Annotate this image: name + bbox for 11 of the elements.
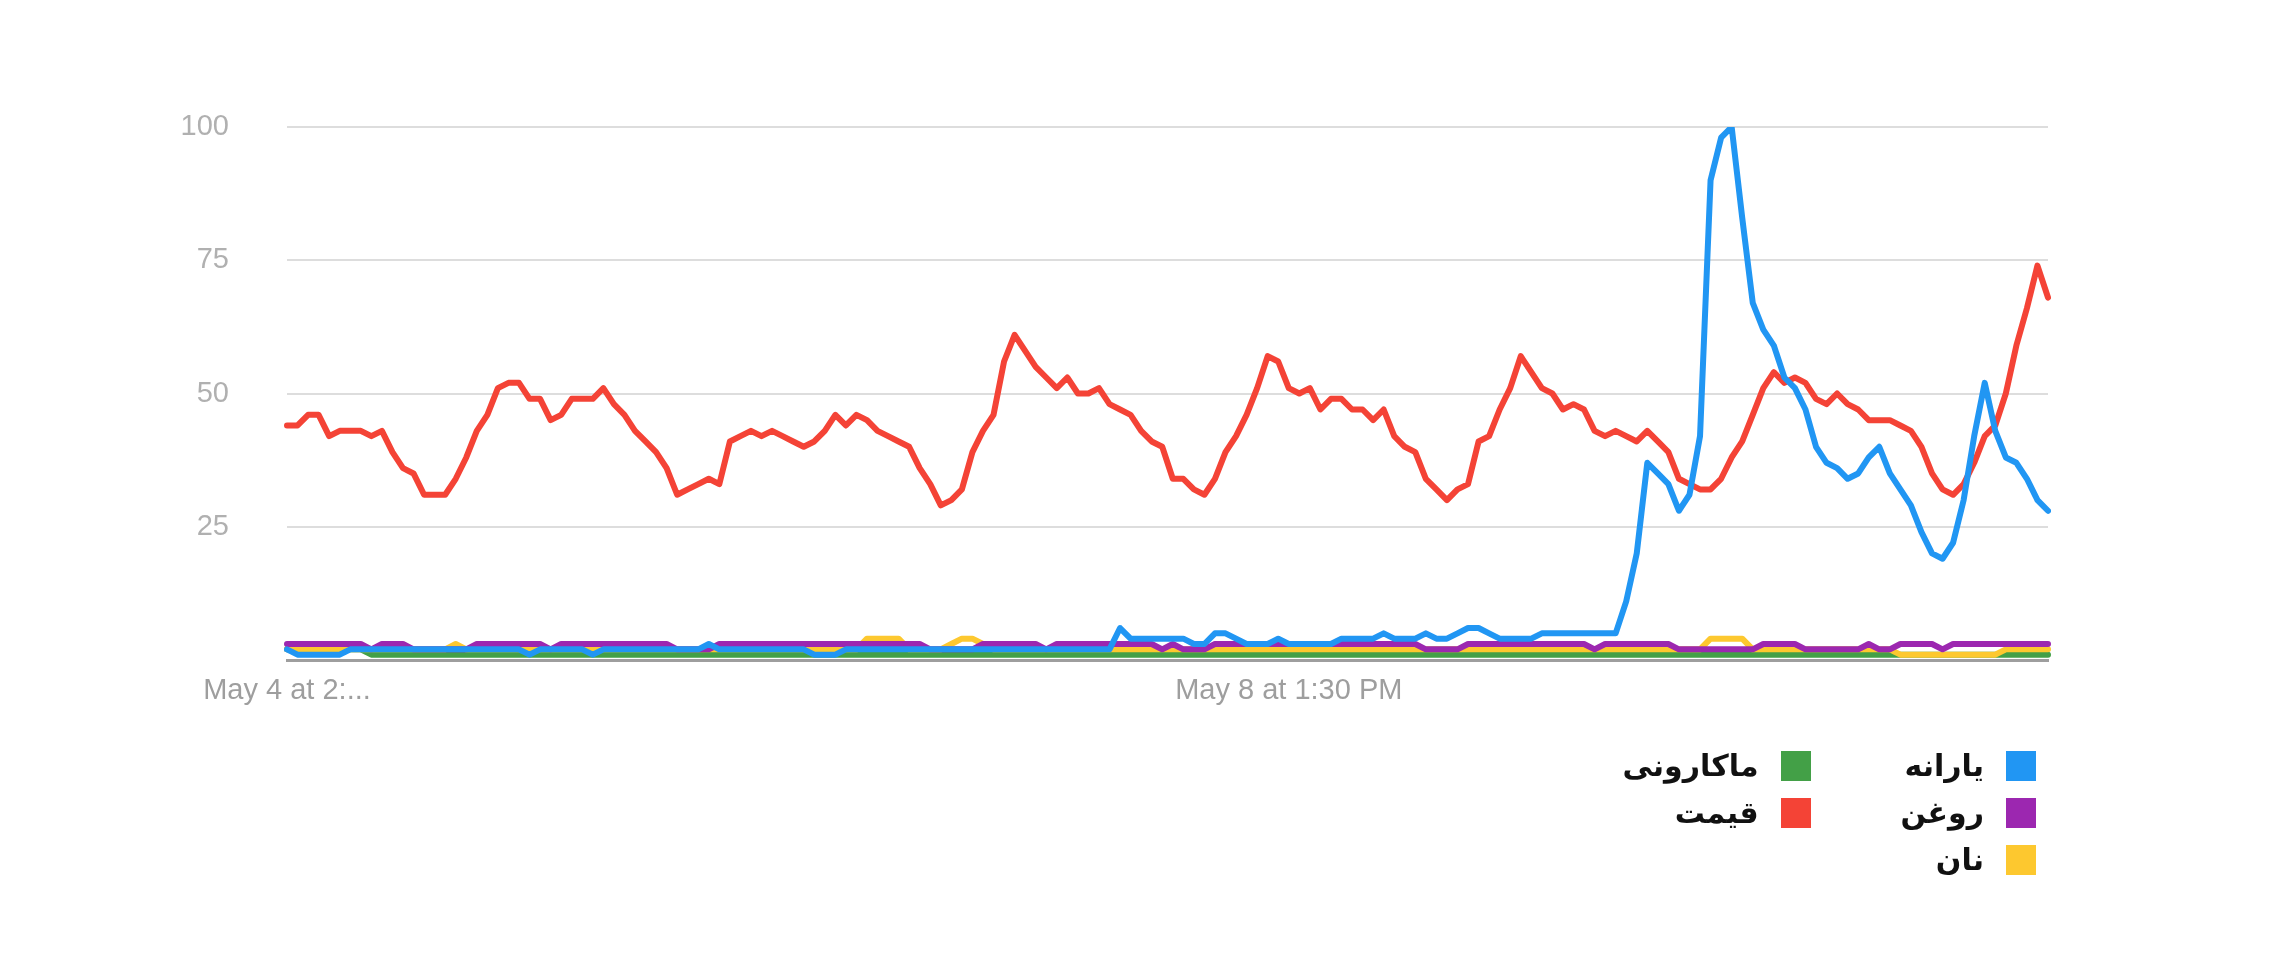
y-tick-label: 50 xyxy=(196,375,229,408)
y-tick-label: 100 xyxy=(180,109,229,141)
legend-label: یارانه xyxy=(1904,748,1984,783)
legend-label: نان xyxy=(1935,842,1984,877)
y-tick-label: 25 xyxy=(196,508,229,541)
legend-label: ماکارونی xyxy=(1622,748,1759,783)
legend-label: قیمت xyxy=(1674,795,1759,830)
y-tick-label: 75 xyxy=(196,242,229,275)
x-tick-label: May 8 at 1:30 PM xyxy=(1175,673,1403,706)
legend-label: روغن xyxy=(1900,795,1984,830)
x-tick-label: May 4 at 2:... xyxy=(203,673,371,706)
